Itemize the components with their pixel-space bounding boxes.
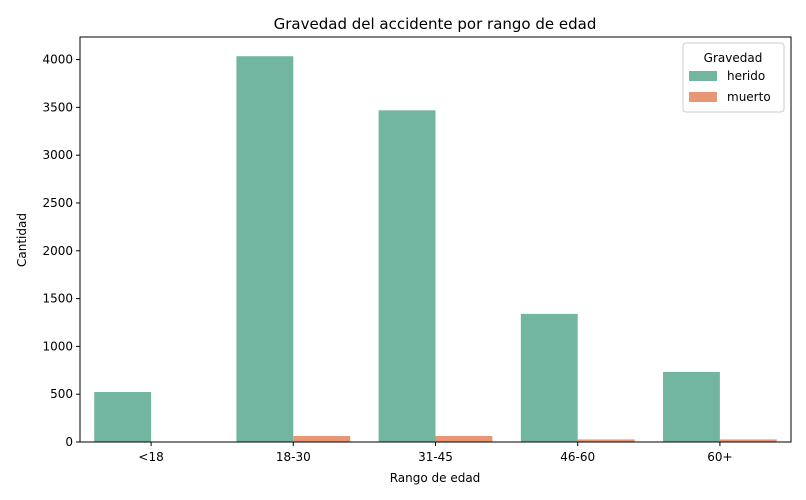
legend-label-herido: herido xyxy=(727,69,765,83)
y-tick-label: 3500 xyxy=(42,100,73,114)
bar-herido-2 xyxy=(378,110,436,442)
bar-muerto-3 xyxy=(577,439,635,442)
bar-muerto-2 xyxy=(435,435,493,442)
y-tick-label: 500 xyxy=(50,387,73,401)
bar-muerto-4 xyxy=(719,439,777,442)
x-axis-title: Rango de edad xyxy=(390,471,481,485)
legend-title: Gravedad xyxy=(704,51,763,65)
y-tick-label: 2000 xyxy=(42,244,73,258)
legend-swatch-muerto xyxy=(689,92,717,102)
y-tick-label: 0 xyxy=(65,435,73,449)
x-tick-label: 46-60 xyxy=(560,450,595,464)
plot-area: 0 500 1000 1500 2000 2500 3000 3500 4000 <18 18-30… xyxy=(42,36,792,464)
y-tick-label: 3000 xyxy=(42,148,73,162)
y-tick-label: 1000 xyxy=(42,339,73,353)
y-tick-label: 4000 xyxy=(42,53,73,67)
y-axis-title: Cantidad xyxy=(15,213,29,267)
x-tick-label: 18-30 xyxy=(276,450,311,464)
legend: Gravedad herido muerto xyxy=(682,42,785,113)
bar-herido-1 xyxy=(236,56,294,442)
legend-label-muerto: muerto xyxy=(727,90,771,104)
bar-herido-4 xyxy=(663,371,720,442)
bar-herido-3 xyxy=(520,313,578,442)
axes-frame xyxy=(79,36,792,443)
bar-muerto-1 xyxy=(293,435,351,442)
legend-swatch-herido xyxy=(689,71,717,81)
y-tick-label: 2500 xyxy=(42,196,73,210)
bar-herido-0 xyxy=(94,392,152,442)
y-tick-label: 1500 xyxy=(42,292,73,306)
x-tick-label: <18 xyxy=(138,450,163,464)
x-tick-label: 60+ xyxy=(707,450,732,464)
x-tick-label: 31-45 xyxy=(418,450,453,464)
chart-title: Gravedad del accidente por rango de edad xyxy=(274,15,597,33)
